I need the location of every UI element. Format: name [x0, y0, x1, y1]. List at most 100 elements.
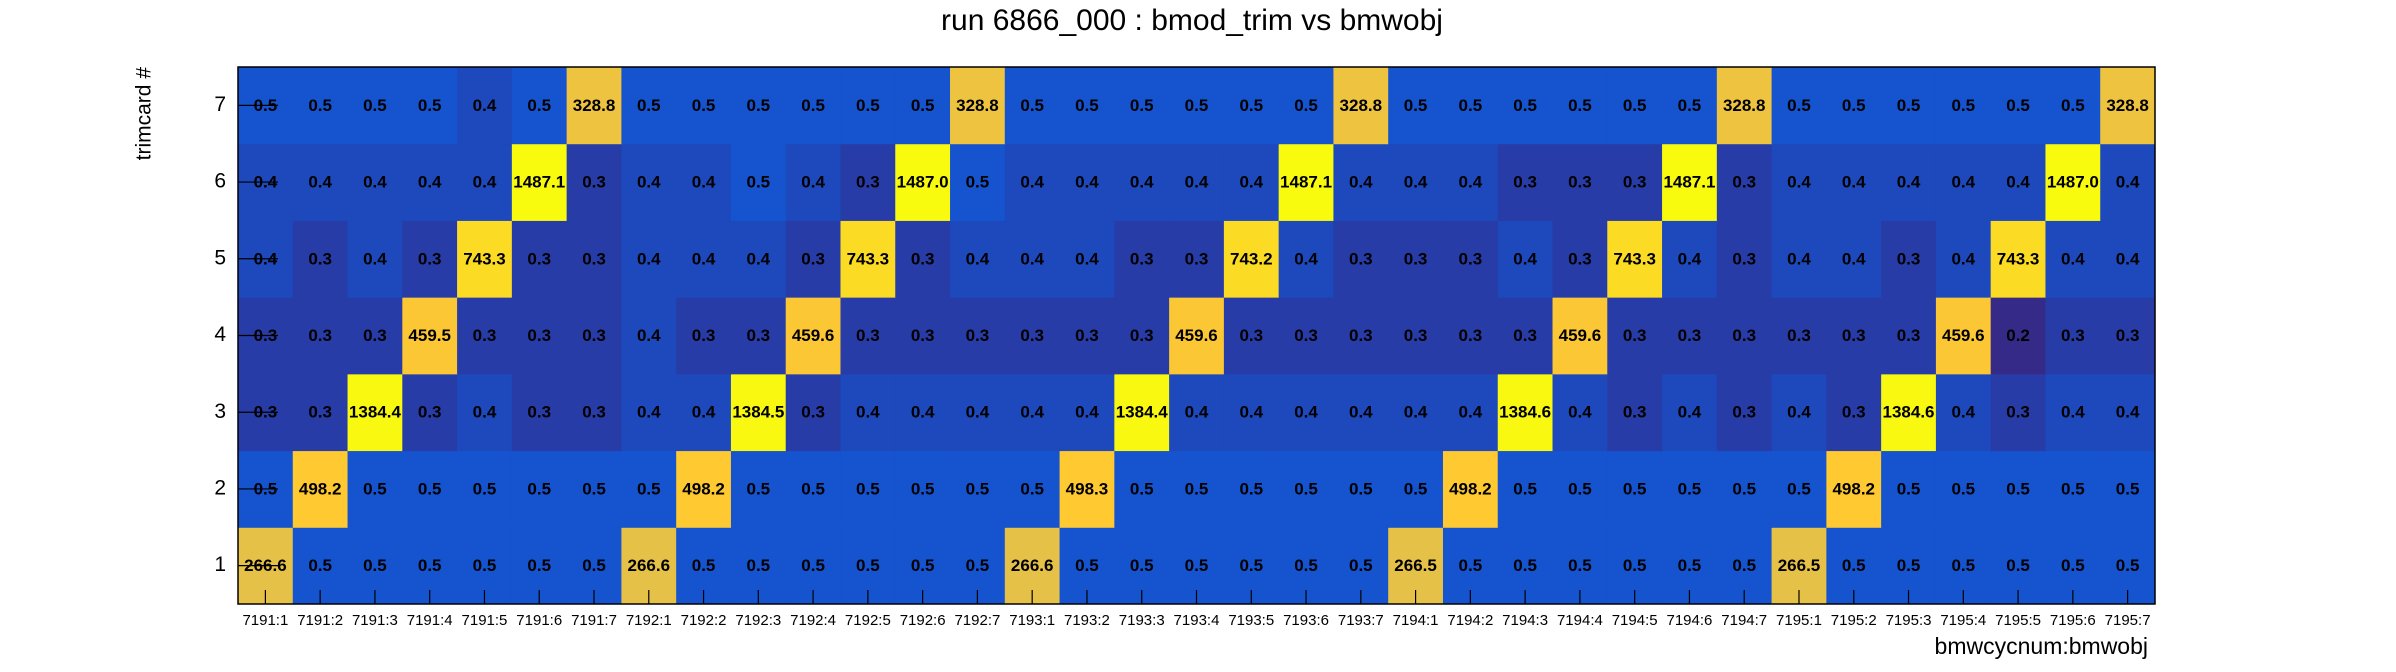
- cell-label: 0.3: [1732, 326, 1756, 345]
- heat-cell: [566, 220, 622, 298]
- cell-label: 0.5: [418, 96, 442, 115]
- heat-cell: [292, 450, 349, 528]
- cell-label: 0.3: [1349, 326, 1373, 345]
- heat-cell: [1990, 67, 2046, 145]
- cell-label: 0.4: [1075, 173, 1099, 192]
- cell-label: 0.5: [1020, 479, 1044, 498]
- heat-cell: [347, 373, 403, 452]
- heat-cell: [1662, 143, 1718, 221]
- x-tick-label: 7195:4: [1940, 612, 1986, 629]
- cell-label: 0.5: [747, 96, 771, 115]
- heat-cell: [1497, 143, 1554, 221]
- cell-label: 0.5: [1842, 96, 1866, 115]
- heat-cell: [1278, 373, 1334, 452]
- heat-cell: [1169, 67, 1225, 145]
- cell-label: 1384.5: [732, 403, 784, 422]
- heat-cell: [895, 450, 951, 528]
- heat-cell: [1771, 220, 1827, 298]
- heat-cell: [1388, 220, 1444, 298]
- heat-cell: [1552, 297, 1608, 375]
- cell-label: 498.2: [1832, 479, 1875, 498]
- cell-label: 0.4: [1075, 403, 1099, 422]
- cell-label: 0.3: [1513, 173, 1537, 192]
- heat-cell: [511, 373, 568, 452]
- heat-cell: [1497, 373, 1554, 452]
- cell-label: 0.5: [1678, 479, 1702, 498]
- heat-cell: [1333, 143, 1389, 221]
- cell-label: 0.5: [473, 479, 497, 498]
- cell-label: 0.3: [582, 173, 606, 192]
- heat-cell: [566, 450, 622, 528]
- cell-label: 0.4: [2006, 173, 2030, 192]
- cell-label: 0.3: [308, 249, 332, 268]
- y-tick-label: 5: [214, 246, 226, 269]
- heat-cell: [566, 373, 622, 452]
- cell-label: 0.3: [1075, 326, 1099, 345]
- heat-cell: [1662, 373, 1718, 452]
- cell-label: 0.5: [1185, 479, 1209, 498]
- cell-label: 0.3: [1732, 249, 1756, 268]
- heat-cell: [785, 450, 841, 528]
- cell-label: 0.5: [1568, 96, 1592, 115]
- cell-label: 0.5: [1459, 556, 1483, 575]
- heat-cell: [1442, 67, 1499, 145]
- cell-label: 0.5: [801, 96, 825, 115]
- heat-cell: [730, 297, 787, 375]
- cell-label: 0.5: [1897, 479, 1921, 498]
- cell-label: 0.5: [911, 556, 935, 575]
- cell-label: 0.5: [1568, 556, 1592, 575]
- x-tick-label: 7192:6: [900, 612, 946, 629]
- cell-label: 0.4: [1185, 403, 1209, 422]
- heat-cell: [1442, 450, 1499, 528]
- heat-cell: [1771, 143, 1827, 221]
- cell-label: 0.4: [1513, 249, 1537, 268]
- x-tick-label: 7191:1: [242, 612, 288, 629]
- heat-cell: [1881, 143, 1937, 221]
- cell-label: 0.5: [1075, 556, 1099, 575]
- cell-label: 0.4: [2116, 173, 2140, 192]
- cell-label: 0.5: [1842, 556, 1866, 575]
- heat-cell: [1771, 297, 1827, 375]
- cell-label: 0.3: [473, 326, 497, 345]
- heat-cell: [840, 220, 896, 298]
- heat-cell: [457, 67, 513, 145]
- cell-label: 459.6: [1175, 326, 1218, 345]
- heat-cell: [785, 220, 841, 298]
- heat-cell: [1442, 297, 1499, 375]
- heat-cell: [2045, 143, 2101, 221]
- heat-cell: [1278, 450, 1334, 528]
- cell-label: 0.5: [1075, 96, 1099, 115]
- cell-label: 0.3: [1404, 249, 1428, 268]
- x-tick-label: 7192:2: [681, 612, 727, 629]
- cell-label: 0.3: [1842, 403, 1866, 422]
- x-tick-label: 7195:2: [1831, 612, 1877, 629]
- heat-cell: [402, 143, 458, 221]
- cell-label: 743.2: [1230, 249, 1273, 268]
- heat-cell: [1004, 220, 1061, 298]
- heat-cell: [1881, 450, 1937, 528]
- heat-cell: [621, 143, 677, 221]
- heat-cell: [1004, 297, 1061, 375]
- heat-cell: [730, 220, 787, 298]
- cell-label: 0.5: [692, 96, 716, 115]
- cell-label: 1487.1: [1663, 173, 1715, 192]
- cell-label: 0.4: [966, 403, 990, 422]
- heat-cell: [1607, 297, 1663, 375]
- x-tick-label: 7194:3: [1502, 612, 1548, 629]
- cell-label: 0.3: [1623, 326, 1647, 345]
- heat-cell: [1607, 220, 1663, 298]
- cell-label: 0.3: [1185, 249, 1209, 268]
- heat-cell: [950, 67, 1006, 145]
- cell-label: 328.8: [956, 96, 999, 115]
- cell-label: 0.5: [801, 479, 825, 498]
- cell-label: 743.3: [1613, 249, 1656, 268]
- x-tick-label: 7191:6: [516, 612, 562, 629]
- cell-label: 266.6: [628, 556, 671, 575]
- heat-cell: [1552, 67, 1608, 145]
- y-axis-label: trimcard #: [133, 67, 156, 161]
- cell-label: 0.5: [1513, 96, 1537, 115]
- x-tick-label: 7193:7: [1338, 612, 1384, 629]
- heat-cell: [840, 143, 896, 221]
- heat-cell: [1333, 450, 1389, 528]
- heat-cell: [1169, 450, 1225, 528]
